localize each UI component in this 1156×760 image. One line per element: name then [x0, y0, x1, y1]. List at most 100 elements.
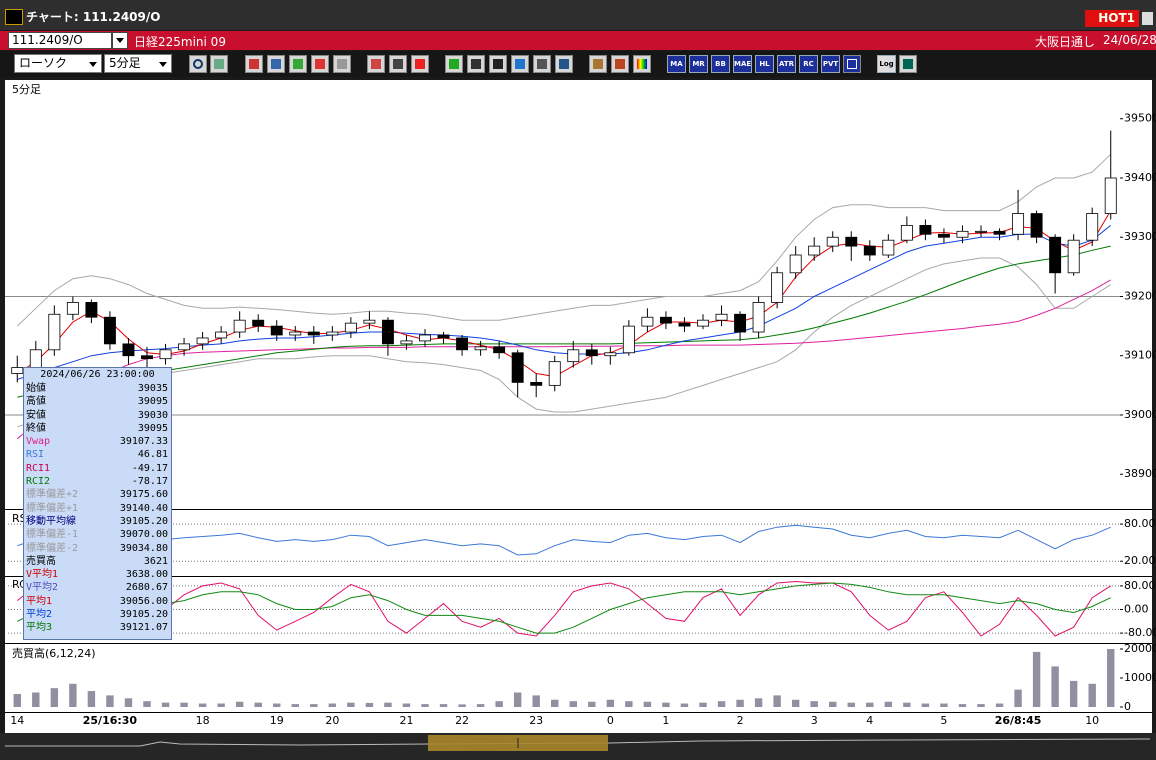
x-tick-label: 21: [399, 714, 413, 727]
tool-icon[interactable]: [333, 55, 351, 73]
volume-bar: [1032, 651, 1041, 707]
info-value: 3621: [143, 555, 168, 567]
volume-bar: [847, 702, 855, 707]
tool-icon[interactable]: [189, 55, 207, 73]
x-tick-label: 1: [662, 714, 669, 727]
volume-bar: [995, 703, 1004, 707]
x-tick-label: 5: [940, 714, 947, 727]
y-tick-label: 39100: [1124, 349, 1156, 362]
tool-icon[interactable]: [389, 55, 407, 73]
info-label: 平均3: [26, 622, 53, 634]
tool-icon[interactable]: [445, 55, 463, 73]
info-label: 平均2: [26, 609, 53, 621]
tool-icon[interactable]: [367, 55, 385, 73]
line-series: [17, 257, 1111, 428]
candle-body: [437, 334, 450, 339]
candle-body: [604, 352, 617, 357]
volume-bar: [291, 704, 299, 707]
info-label: 標準偏差-1: [26, 529, 79, 541]
tool-icon[interactable]: [555, 55, 573, 73]
info-label: 標準偏差-2: [26, 542, 79, 554]
panel-title: 5分足: [12, 83, 41, 96]
tool-button[interactable]: MA: [667, 55, 686, 73]
tool-icon[interactable]: [311, 55, 329, 73]
info-row: 安値 39030: [24, 409, 171, 422]
candle-body: [715, 313, 728, 321]
tool-icon[interactable]: [289, 55, 307, 73]
info-label: 終値: [26, 422, 46, 434]
y-tick-label: 0: [1124, 700, 1131, 713]
volume-bar: [124, 698, 133, 707]
volume-bar: [1051, 666, 1059, 707]
tool-icon[interactable]: [467, 55, 485, 73]
tool-button[interactable]: BB: [711, 55, 730, 73]
tool-button[interactable]: HL: [755, 55, 774, 73]
volume-bar: [328, 703, 337, 707]
candle-body: [141, 355, 153, 360]
window-button[interactable]: [1142, 12, 1153, 25]
tool-button[interactable]: PVT: [821, 55, 840, 73]
x-tick-label: 20: [325, 714, 339, 727]
y-tick-label: 39400: [1124, 171, 1156, 184]
tool-icon[interactable]: [245, 55, 263, 73]
candle-body: [159, 349, 172, 360]
chart-area: [5, 80, 1152, 733]
volume-bar: [643, 701, 652, 707]
volume-bar: [532, 695, 540, 707]
x-tick-label: 3: [811, 714, 818, 727]
volume-bar: [1088, 683, 1096, 707]
volume-bar: [625, 701, 633, 707]
tool-icon[interactable]: [589, 55, 607, 73]
tool-button[interactable]: MR: [689, 55, 708, 73]
tool-icon[interactable]: [511, 55, 529, 73]
info-row: V平均2 2680.67: [24, 581, 171, 594]
info-value: 39105.20: [119, 515, 168, 527]
tool-icon[interactable]: [899, 55, 917, 73]
hot-button[interactable]: HOT1: [1085, 10, 1139, 27]
candle-body: [400, 340, 413, 345]
tool-icon[interactable]: [611, 55, 629, 73]
tool-icon[interactable]: [489, 55, 507, 73]
info-row: RCI1 -49.17: [24, 462, 171, 475]
tool-button[interactable]: MAE: [733, 55, 752, 73]
volume-bar: [773, 695, 781, 707]
tool-icon[interactable]: [843, 55, 861, 73]
candle-body: [530, 381, 543, 386]
chart-type-select[interactable]: ローソク: [14, 54, 102, 73]
tool-icon[interactable]: [267, 55, 285, 73]
x-tick-label: 18: [196, 714, 210, 727]
info-row: 終値 39095: [24, 422, 171, 435]
tool-icon[interactable]: [411, 55, 429, 73]
volume-bar: [588, 701, 596, 707]
info-value: 39140.40: [119, 502, 168, 514]
candle-body: [233, 319, 246, 333]
info-value: 39030: [137, 409, 168, 421]
x-tick-label: 22: [455, 714, 469, 727]
x-tick-label: 25/16:30: [83, 714, 138, 727]
y-tick-label: 10000: [1124, 671, 1156, 684]
symbol-input[interactable]: 111.2409/O: [8, 32, 112, 49]
tool-button[interactable]: RC: [799, 55, 818, 73]
tool-icon[interactable]: [210, 55, 228, 73]
volume-bar: [977, 704, 985, 707]
tool-button[interactable]: Log: [877, 55, 896, 73]
volume-bar: [402, 703, 411, 707]
volume-bar: [1014, 689, 1022, 707]
candle-body: [344, 322, 357, 333]
candle-body: [1049, 236, 1062, 274]
info-value: 39070.00: [119, 529, 168, 541]
candle-body: [919, 224, 932, 235]
symbol-dropdown[interactable]: [112, 32, 128, 49]
line-series: [16, 279, 1111, 440]
volume-bar: [495, 701, 503, 707]
tool-icon[interactable]: [533, 55, 551, 73]
candle-body: [511, 352, 524, 383]
y-tick-label: 39200: [1124, 289, 1156, 302]
period-select[interactable]: 5分足: [104, 54, 172, 73]
volume-bar: [50, 688, 59, 707]
tool-icon[interactable]: [633, 55, 651, 73]
info-row: 高値 39095: [24, 395, 171, 408]
volume-bar: [1069, 680, 1078, 707]
tool-button[interactable]: ATR: [777, 55, 796, 73]
info-label: 安値: [26, 409, 46, 421]
